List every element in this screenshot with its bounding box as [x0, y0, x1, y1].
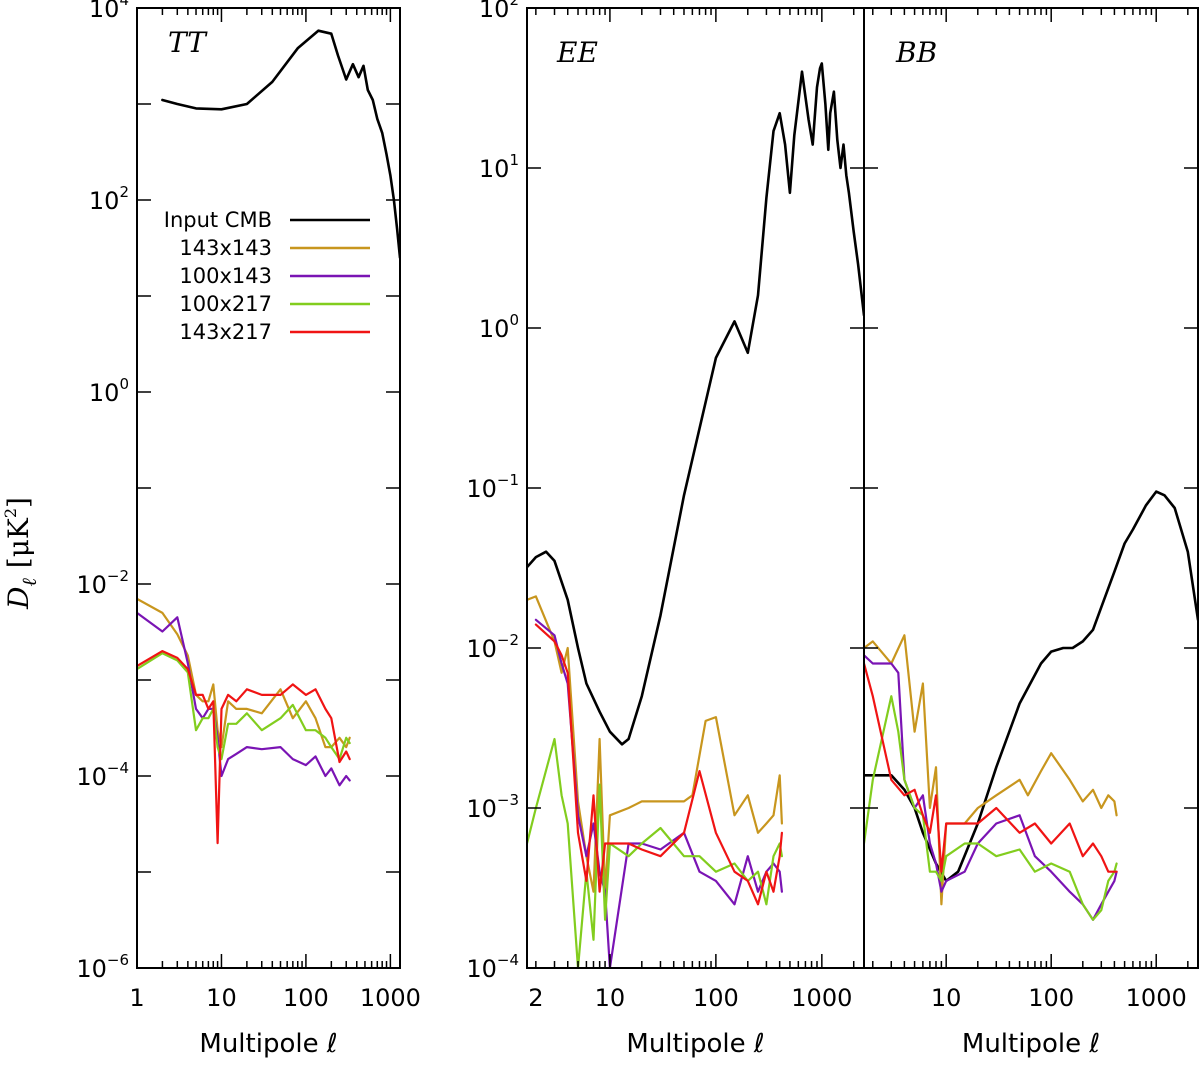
y-axis-label-unit: [μK [2, 517, 35, 568]
panel-bb: 10 100 1000 Multipole ℓ BB [863, 7, 1199, 1059]
y-tick-label: 100 [479, 311, 519, 343]
x-tick-label: 100 [693, 984, 739, 1012]
series-line-143x217 [534, 623, 784, 906]
y-tick-label: 101 [479, 151, 519, 183]
y-axis-label-symbol: D [2, 587, 35, 610]
y-tick-label: 104 [89, 0, 129, 23]
series-line-100x143 [137, 611, 351, 787]
y-tick-label: 10−4 [76, 759, 129, 791]
x-axis-title: Multipole ℓ [962, 1029, 1100, 1059]
x-tick-label: 100 [1028, 984, 1074, 1012]
y-axis-label-subscript: ℓ [17, 578, 41, 587]
y-axis-label: Dℓ [μK2] [1, 497, 41, 610]
x-tick-label: 100 [283, 984, 329, 1012]
series-line-100x217 [137, 652, 351, 761]
series-line-143x217 [864, 662, 1118, 873]
y-tick-label: 10−3 [466, 791, 519, 823]
legend: Input CMB 143x143 100x143 100x217 143x217 [164, 208, 370, 344]
series-group [527, 62, 864, 968]
legend-label: Input CMB [164, 208, 272, 232]
series-line-100x143 [534, 618, 784, 968]
x-tick-label: 1000 [791, 984, 852, 1012]
y-tick-label: 10−2 [76, 567, 129, 599]
y-tick-label: 102 [479, 0, 519, 23]
plot-frame [136, 7, 401, 969]
legend-label: 100x217 [179, 292, 272, 316]
y-tick-label: 10−6 [76, 951, 129, 983]
series-line-100x217 [864, 695, 1118, 921]
panel-tt: 1 10 100 1000 Multipole ℓ 10−6 10−4 10−2 100 102 1… [76, 0, 421, 1059]
series-line-100x217 [527, 737, 784, 968]
series-line-input-cmb [864, 490, 1198, 883]
legend-label: 100x143 [179, 264, 272, 288]
x-tick-label: 1000 [1126, 984, 1187, 1012]
series-line-143x217 [137, 649, 351, 845]
y-axis-label-unit-exp: 2 [1, 508, 20, 518]
x-tick-label: 10 [595, 984, 626, 1012]
y-axis-label-close: ] [2, 497, 35, 508]
series-line-143x143 [137, 597, 351, 749]
series-line-input-cmb [161, 29, 400, 260]
y-tick-label: 102 [89, 183, 129, 215]
x-axis-title: Multipole ℓ [626, 1029, 764, 1059]
series-group [864, 490, 1198, 921]
x-tick-label: 10 [206, 984, 237, 1012]
panel-label-tt: TT [168, 26, 208, 59]
x-tick-label: 1000 [360, 984, 421, 1012]
series-line-143x143 [864, 634, 1118, 906]
legend-label: 143x143 [179, 236, 272, 260]
legend-label: 143x217 [179, 320, 272, 344]
panel-label-bb: BB [895, 36, 937, 69]
series-line-143x143 [527, 595, 784, 893]
x-tick-label: 2 [528, 984, 543, 1012]
x-axis-title: Multipole ℓ [199, 1029, 337, 1059]
y-tick-label: 10−2 [466, 631, 519, 663]
panel-label-ee: EE [556, 36, 598, 69]
x-tick-label: 10 [931, 984, 962, 1012]
x-tick-label: 1 [129, 984, 144, 1012]
y-tick-label: 100 [89, 375, 129, 407]
panel-ee: 2 10 100 1000 Multipole ℓ 10−4 10−3 10−2 10−1 100… [466, 0, 865, 1059]
series-group [137, 29, 400, 845]
y-tick-label: 10−4 [466, 951, 519, 983]
series-line-input-cmb [527, 62, 864, 746]
plot-frame [863, 7, 1199, 969]
y-tick-label: 10−1 [466, 471, 519, 503]
